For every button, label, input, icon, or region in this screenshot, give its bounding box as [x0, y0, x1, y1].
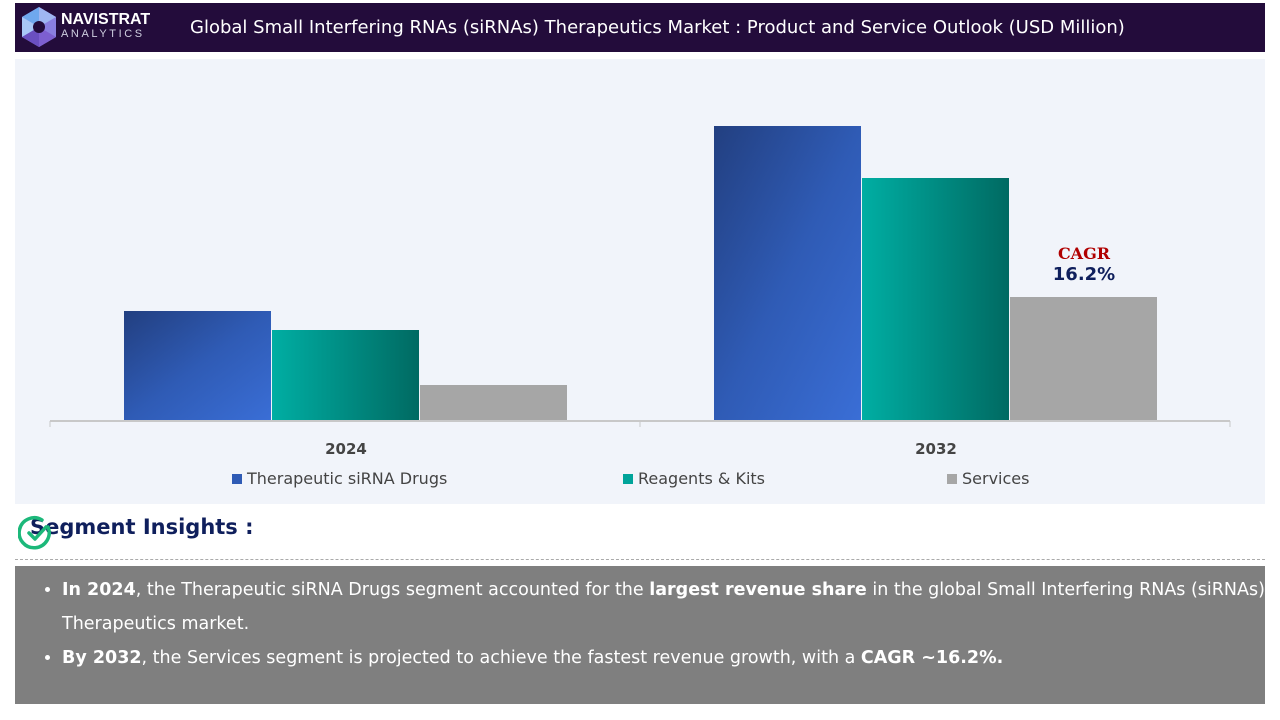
brand-logo-text: NAVISTRAT ANALYTICS [61, 12, 150, 40]
navistrat-logo-icon [22, 7, 56, 47]
legend-item: Therapeutic siRNA Drugs [232, 469, 447, 488]
header-bar: NAVISTRAT ANALYTICS Global Small Interfe… [15, 3, 1265, 52]
insight-bullet: In 2024, the Therapeutic siRNA Drugs seg… [62, 573, 1265, 641]
cagr-label: CAGR [1058, 244, 1111, 263]
insights-header: Segment Insights : [18, 515, 254, 550]
bar-2024-2 [420, 385, 567, 421]
chart-panel: 2024 2032 CAGR 16.2% Therapeutic siRNA Drug… [15, 59, 1265, 504]
check-circle-icon [18, 516, 51, 550]
brand-subtitle: ANALYTICS [61, 28, 145, 40]
divider [15, 559, 1265, 560]
x-tick-label: 2024 [325, 440, 367, 458]
legend-item: Services [947, 469, 1029, 488]
bar-2032-2 [1010, 297, 1157, 421]
insight-bullet: By 2032, the Services segment is project… [62, 641, 1265, 675]
legend-label: Therapeutic siRNA Drugs [247, 469, 448, 488]
legend-label: Services [962, 469, 1030, 488]
chart-title: Global Small Interfering RNAs (siRNAs) T… [190, 17, 1125, 38]
legend-label: Reagents & Kits [638, 469, 765, 488]
bar-2024-0 [124, 311, 271, 421]
insights-box: In 2024, the Therapeutic siRNA Drugs seg… [15, 566, 1265, 704]
x-tick-label: 2032 [915, 440, 957, 458]
cagr-value: 16.2% [1053, 264, 1115, 285]
bar-2032-0 [714, 126, 861, 421]
legend-item: Reagents & Kits [623, 469, 765, 488]
legend-swatch [623, 473, 633, 484]
bar-2032-1 [862, 178, 1009, 421]
insights-title: Segment Insights : [30, 515, 254, 539]
legend-swatch [232, 473, 242, 484]
legend-swatch [947, 473, 957, 484]
brand-name: NAVISTRAT [61, 11, 151, 28]
bar-2024-1 [272, 330, 419, 421]
